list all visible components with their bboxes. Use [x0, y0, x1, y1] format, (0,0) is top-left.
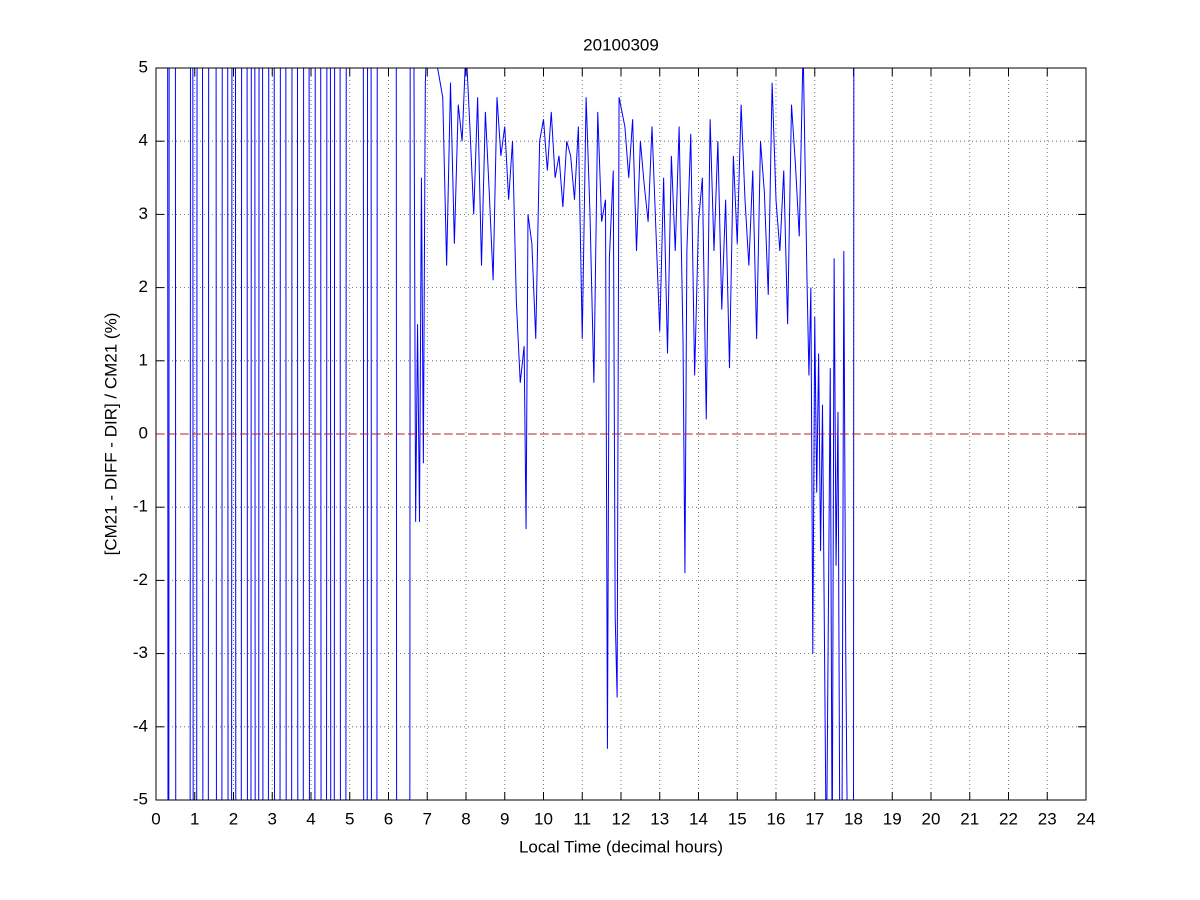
x-tick-label: 8	[461, 809, 470, 828]
x-tick-label: 14	[689, 809, 708, 828]
y-tick-label: 0	[139, 423, 148, 442]
y-tick-label: -3	[133, 643, 148, 662]
x-tick-label: 21	[960, 809, 979, 828]
x-tick-label: 5	[345, 809, 354, 828]
x-tick-label: 12	[612, 809, 631, 828]
x-tick-label: 16	[767, 809, 786, 828]
x-tick-label: 20	[922, 809, 941, 828]
x-tick-label: 10	[534, 809, 553, 828]
x-tick-label: 4	[306, 809, 315, 828]
y-tick-label: 5	[139, 57, 148, 76]
x-tick-label: 15	[728, 809, 747, 828]
x-tick-label: 9	[500, 809, 509, 828]
y-tick-label: -2	[133, 570, 148, 589]
y-tick-label: 2	[139, 277, 148, 296]
x-tick-label: 11	[573, 809, 591, 828]
x-tick-label: 1	[190, 809, 199, 828]
x-tick-label: 19	[883, 809, 902, 828]
x-tick-label: 22	[999, 809, 1018, 828]
axes-box	[155, 67, 1087, 801]
x-tick-label: 0	[151, 809, 160, 828]
x-axis-label: Local Time (decimal hours)	[519, 837, 723, 856]
y-tick-label: 1	[139, 350, 148, 369]
y-tick-label: -5	[133, 789, 148, 808]
y-tick-label: 4	[139, 131, 148, 150]
y-axis-label: [CM21 - DIFF - DIR] / CM21 (%)	[101, 313, 120, 556]
chart-title: 20100309	[583, 35, 659, 54]
y-tick-label: 3	[139, 204, 148, 223]
x-tick-label: 2	[229, 809, 238, 828]
data-line	[167, 68, 855, 800]
x-tick-label: 24	[1077, 809, 1096, 828]
y-tick-label: -4	[133, 716, 148, 735]
x-tick-label: 7	[423, 809, 432, 828]
x-tick-label: 17	[805, 809, 824, 828]
x-tick-label: 18	[844, 809, 863, 828]
x-tick-label: 6	[384, 809, 393, 828]
plot-clip	[156, 68, 1086, 800]
y-tick-label: -1	[133, 497, 148, 516]
x-tick-label: 3	[268, 809, 277, 828]
x-tick-label: 13	[650, 809, 669, 828]
x-tick-label: 23	[1038, 809, 1057, 828]
